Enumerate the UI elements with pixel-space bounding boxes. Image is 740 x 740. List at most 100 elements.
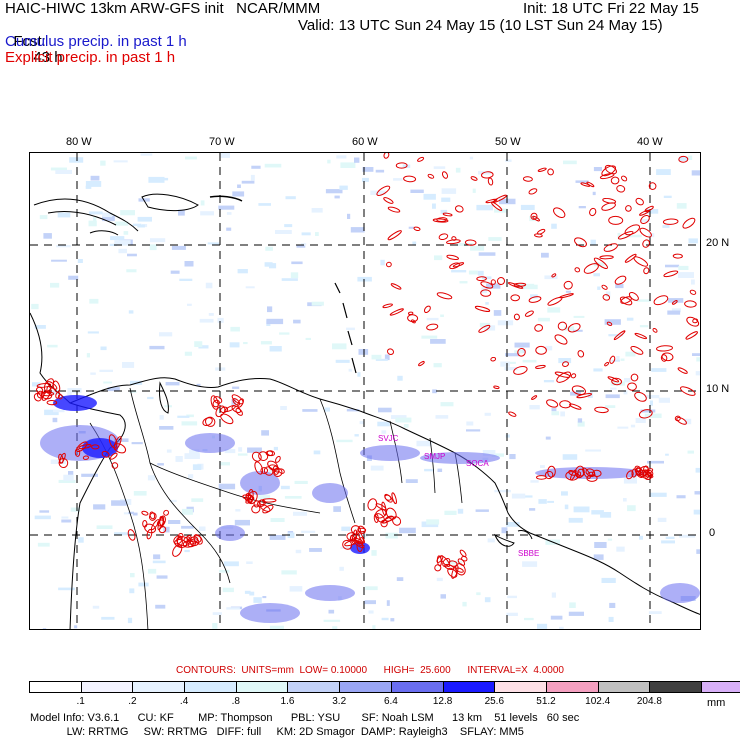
precip-speckle bbox=[152, 177, 169, 181]
precip-speckle bbox=[159, 426, 174, 430]
precip-speckle bbox=[559, 626, 564, 629]
precip-contour bbox=[447, 567, 458, 578]
precip-speckle bbox=[243, 342, 248, 345]
precip-speckle bbox=[224, 561, 239, 567]
precip-contour bbox=[78, 444, 92, 450]
precip-contour bbox=[613, 330, 626, 341]
precip-contour bbox=[513, 313, 520, 321]
precip-speckle bbox=[219, 569, 230, 573]
precip-contour bbox=[660, 354, 668, 362]
precip-contour bbox=[413, 226, 421, 232]
precip-speckle bbox=[667, 310, 681, 315]
precip-speckle bbox=[109, 243, 118, 246]
precip-speckle bbox=[287, 532, 295, 539]
precip-speckle bbox=[504, 367, 518, 371]
precip-speckle bbox=[484, 597, 491, 603]
precip-speckle bbox=[437, 468, 443, 472]
precip-speckle bbox=[691, 279, 695, 285]
precip-speckle bbox=[184, 550, 190, 553]
precip-speckle bbox=[147, 475, 155, 481]
precip-speckle bbox=[241, 180, 255, 184]
precip-speckle bbox=[34, 325, 46, 329]
precip-speckle bbox=[258, 203, 271, 206]
lon-label: 70 W bbox=[209, 136, 235, 148]
precip-speckle bbox=[93, 216, 97, 222]
precip-contour bbox=[490, 356, 497, 362]
precip-speckle bbox=[381, 430, 387, 434]
precip-speckle bbox=[432, 203, 436, 209]
precip-contour bbox=[628, 291, 639, 301]
precip-speckle bbox=[102, 212, 112, 218]
precip-contour bbox=[661, 352, 674, 362]
precip-speckle bbox=[610, 381, 626, 386]
precip-contour bbox=[232, 398, 241, 406]
lon-label: 60 W bbox=[352, 136, 378, 148]
precip-contour bbox=[52, 380, 61, 393]
precip-speckle bbox=[575, 180, 589, 183]
precip-speckle bbox=[47, 344, 58, 348]
precip-speckle bbox=[357, 372, 361, 377]
precip-contour bbox=[535, 364, 546, 369]
precip-speckle bbox=[573, 506, 590, 513]
precip-contour bbox=[344, 539, 359, 547]
precip-speckle bbox=[302, 409, 318, 412]
precip-speckle bbox=[551, 408, 557, 412]
precip-speckle bbox=[543, 380, 555, 383]
precip-contour bbox=[417, 156, 425, 162]
precip-speckle bbox=[157, 463, 164, 466]
precip-speckle bbox=[123, 512, 132, 515]
precip-speckle bbox=[378, 407, 392, 413]
precip-speckle bbox=[280, 406, 287, 410]
precip-speckle bbox=[103, 381, 113, 384]
color-bar-tick-label: 51.2 bbox=[536, 696, 556, 707]
model-info-line2: LW: RRTMG SW: RRTMG DIFF: full KM: 2D Sm… bbox=[30, 726, 524, 738]
precip-speckle bbox=[608, 616, 614, 622]
precip-speckle bbox=[39, 215, 48, 220]
precip-contour bbox=[176, 537, 183, 547]
precip-speckle bbox=[605, 394, 620, 399]
precip-speckle bbox=[129, 390, 137, 393]
precip-speckle bbox=[275, 230, 292, 234]
precip-contour bbox=[656, 345, 673, 352]
precip-speckle bbox=[371, 354, 382, 360]
precip-speckle bbox=[593, 273, 600, 277]
precip-contour bbox=[127, 529, 136, 541]
precip-speckle bbox=[375, 358, 388, 361]
precip-contour bbox=[530, 212, 538, 220]
precip-speckle bbox=[89, 298, 99, 304]
precip-speckle bbox=[165, 382, 180, 386]
precip-speckle bbox=[639, 535, 643, 540]
precip-speckle bbox=[140, 153, 153, 156]
precip-speckle bbox=[77, 259, 83, 263]
precip-speckle bbox=[440, 594, 446, 599]
precip-contour bbox=[570, 373, 577, 379]
precip-speckle bbox=[630, 424, 636, 428]
precip-speckle bbox=[113, 160, 128, 163]
precip-speckle bbox=[573, 329, 583, 332]
color-bar-tick-label: 3.2 bbox=[332, 696, 347, 707]
precip-contour bbox=[389, 308, 404, 316]
precip-contour bbox=[604, 164, 617, 175]
precip-contour bbox=[454, 205, 464, 213]
precip-contour bbox=[528, 296, 542, 303]
precip-speckle bbox=[624, 378, 631, 383]
cumulus-precip bbox=[40, 425, 700, 623]
precip-speckle bbox=[336, 155, 347, 159]
precip-speckle bbox=[507, 595, 517, 599]
color-bar-swatch bbox=[443, 682, 496, 692]
precip-speckle bbox=[365, 586, 378, 591]
precip-speckle bbox=[350, 227, 365, 233]
precip-contour bbox=[427, 173, 435, 179]
precip-contour bbox=[640, 214, 650, 225]
precip-speckle bbox=[547, 500, 554, 503]
color-bar-swatch bbox=[133, 682, 186, 692]
precip-speckle bbox=[126, 269, 137, 273]
precip-contour bbox=[639, 227, 652, 238]
precip-speckle bbox=[493, 310, 502, 316]
precip-contour bbox=[91, 444, 100, 450]
precip-speckle bbox=[110, 236, 125, 241]
precip-speckle bbox=[53, 410, 65, 413]
precip-speckle bbox=[348, 368, 352, 372]
precip-speckle bbox=[196, 383, 201, 387]
precip-speckle bbox=[171, 245, 186, 250]
